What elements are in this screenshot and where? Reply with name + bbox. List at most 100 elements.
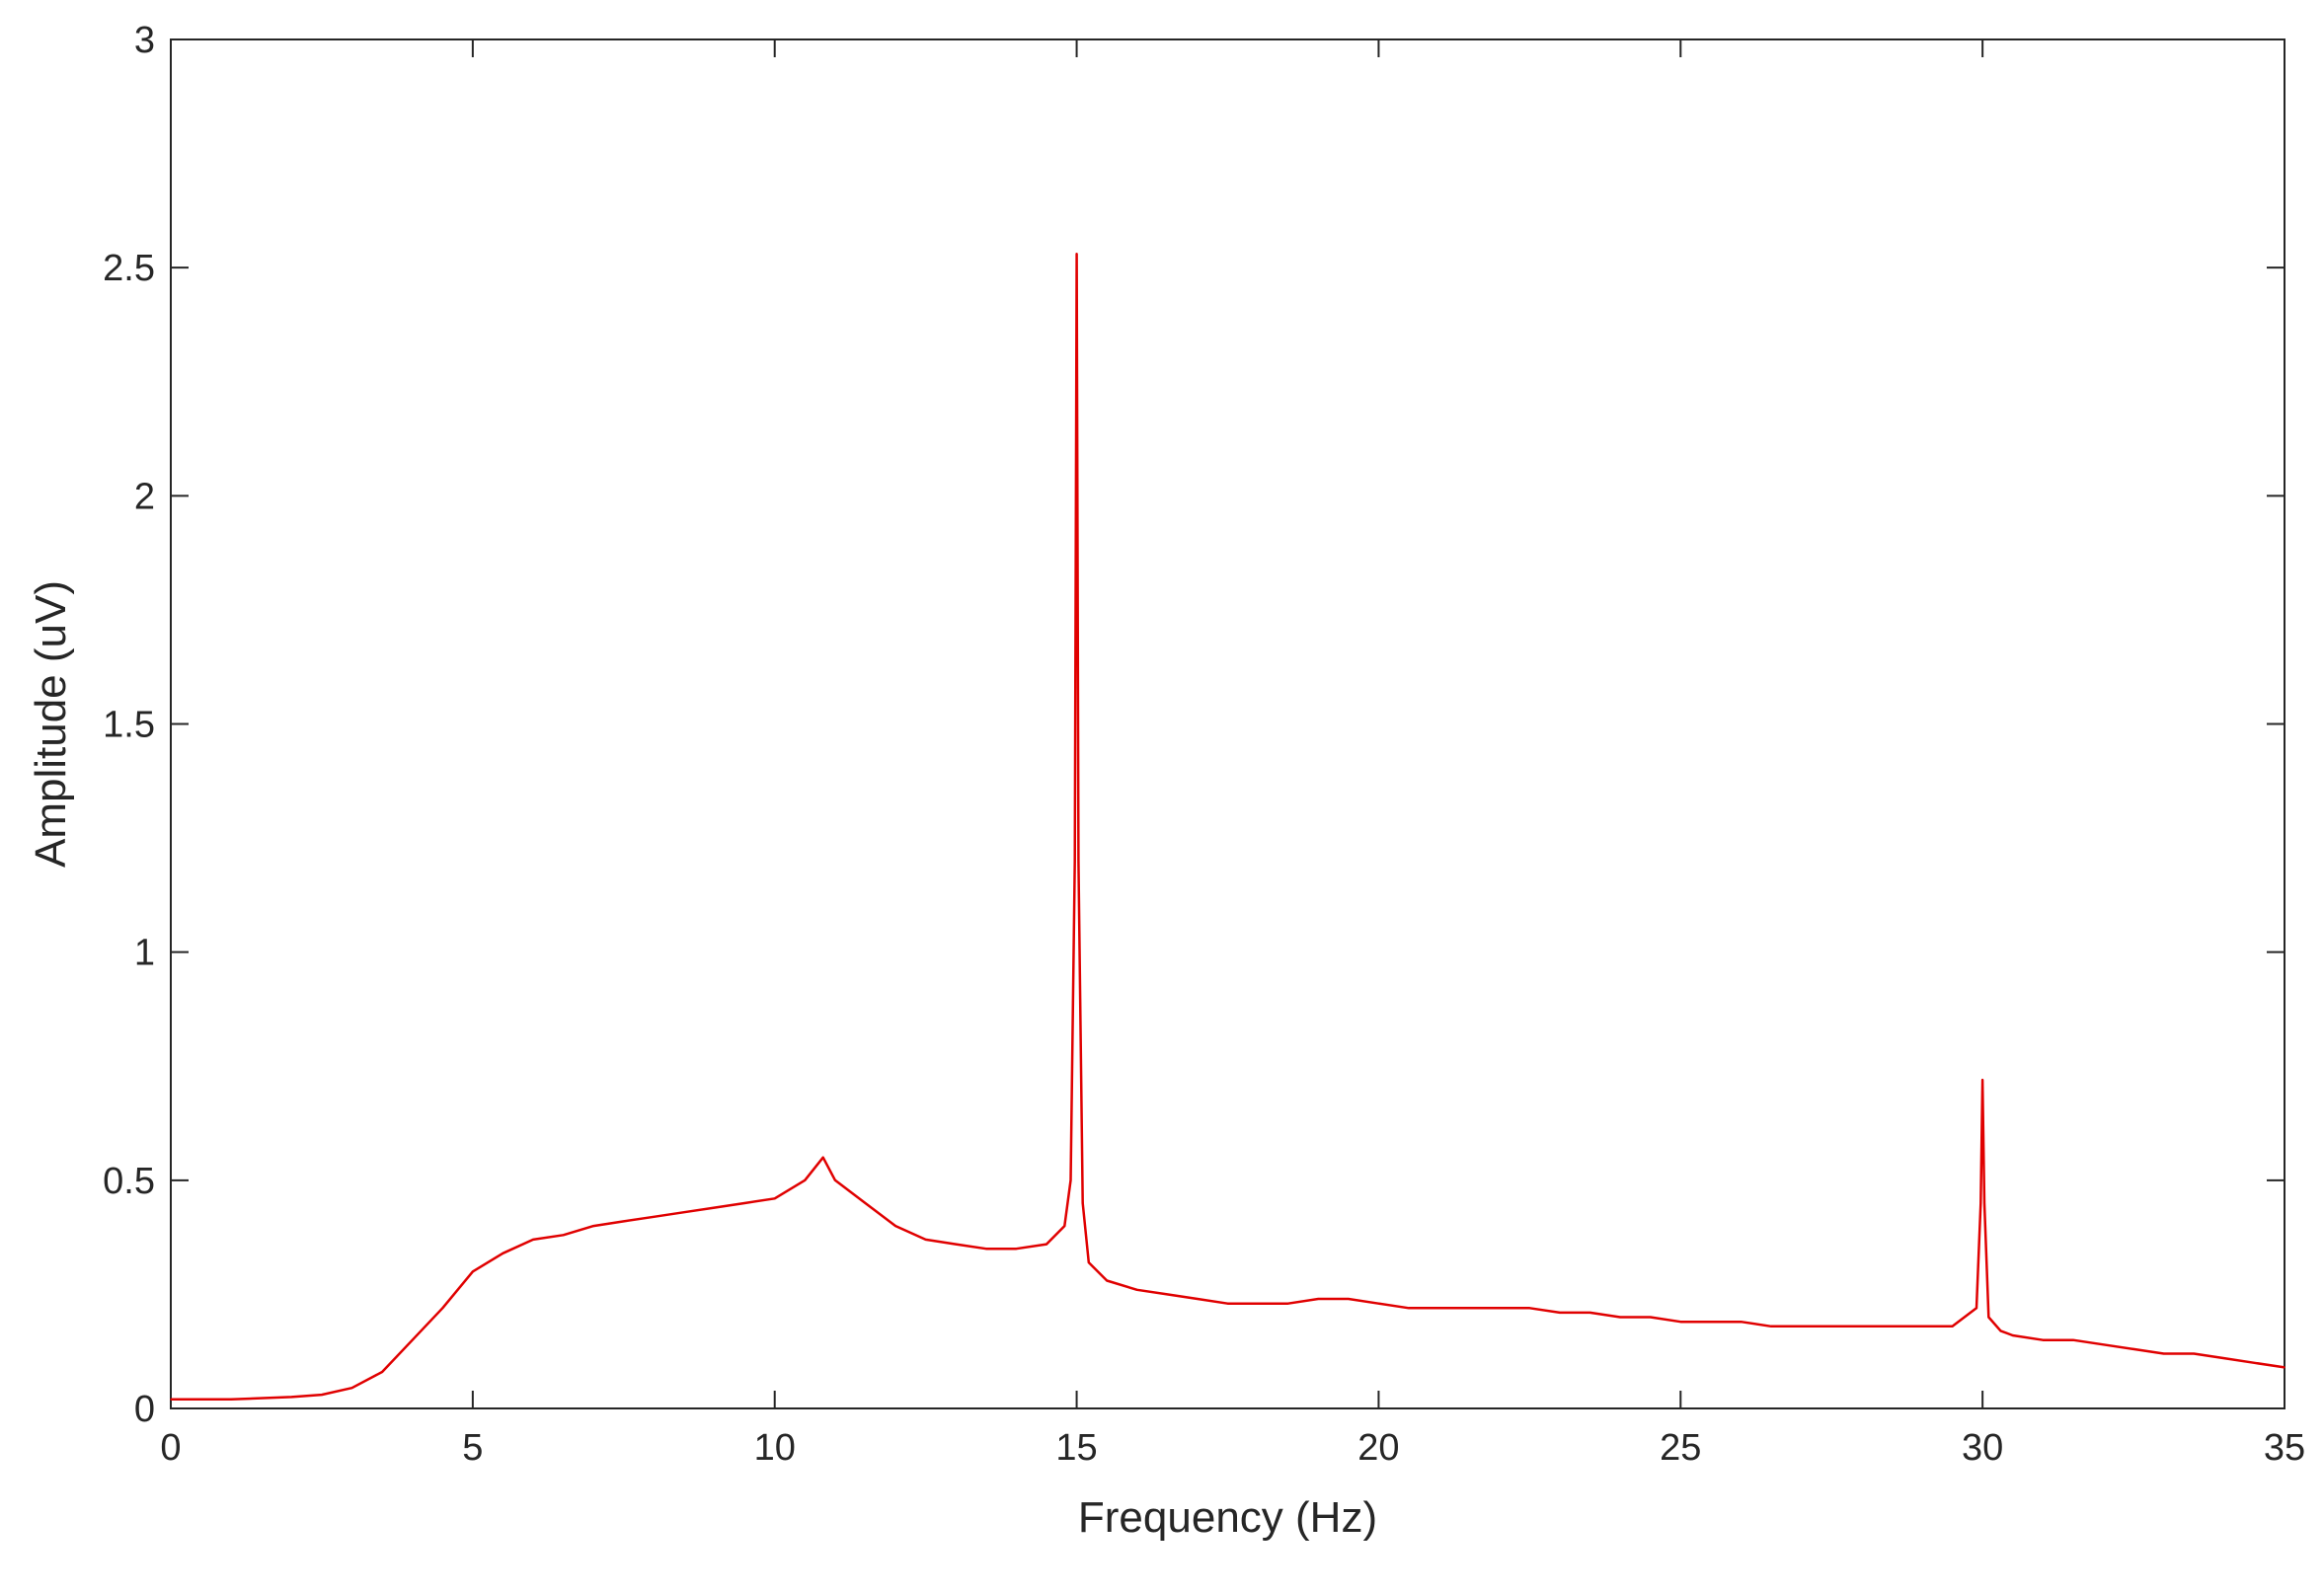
data-point [1377, 1302, 1380, 1305]
data-point [1891, 1326, 1894, 1328]
data-point [1981, 1079, 1983, 1081]
data-point [2162, 1352, 2165, 1355]
data-point [381, 1371, 383, 1373]
data-point [894, 1225, 896, 1227]
data-point [1081, 1202, 1084, 1204]
data-point [2284, 1366, 2285, 1369]
data-point [2072, 1338, 2074, 1341]
y-tick-label: 3 [134, 20, 155, 61]
data-point [170, 1399, 172, 1401]
x-tick-label: 5 [462, 1427, 483, 1469]
data-point [1088, 1261, 1090, 1263]
data-point [321, 1394, 323, 1396]
data-point [592, 1225, 594, 1227]
data-point [1983, 1202, 1985, 1204]
data-point [2223, 1357, 2225, 1359]
data-point [290, 1396, 293, 1399]
data-point [653, 1216, 656, 1218]
data-point [713, 1206, 716, 1209]
data-point [773, 1197, 776, 1200]
data-point [1559, 1312, 1561, 1314]
data-point [1830, 1326, 1832, 1328]
x-tick-label: 0 [160, 1427, 181, 1469]
x-tick-label: 35 [2264, 1427, 2305, 1469]
data-point [532, 1239, 534, 1241]
data-point [623, 1220, 625, 1223]
x-tick-label: 20 [1357, 1427, 1399, 1469]
y-tick-label: 0 [134, 1389, 155, 1430]
tick-labels: 0 5 10 15 20 25 30 35 0 0.5 1 1.5 2 2.5 3 [103, 20, 2305, 1469]
data-point [1499, 1307, 1501, 1310]
data-point [1197, 1298, 1199, 1300]
data-point [1408, 1307, 1410, 1310]
data-point [1588, 1312, 1591, 1314]
data-point [1468, 1307, 1470, 1310]
data-point [1226, 1302, 1229, 1305]
data-point [230, 1399, 232, 1401]
data-point [1257, 1302, 1259, 1305]
data-point [1975, 1307, 1977, 1310]
axis-ticks [170, 38, 2285, 1409]
data-point [2102, 1343, 2105, 1346]
y-tick-label: 2.5 [103, 248, 155, 289]
data-point [1286, 1302, 1289, 1305]
data-point [2193, 1352, 2195, 1355]
data-point [1046, 1243, 1047, 1246]
data-point [1069, 1179, 1072, 1181]
data-point [1921, 1326, 1923, 1328]
data-point [955, 1243, 957, 1246]
data-point [1077, 860, 1080, 862]
data-point [1437, 1307, 1440, 1310]
series-layer [170, 253, 2285, 1402]
x-tick-label: 25 [1660, 1427, 1701, 1469]
data-point [1348, 1298, 1350, 1300]
data-point [1528, 1307, 1531, 1310]
data-point [821, 1156, 824, 1159]
data-point [924, 1239, 927, 1241]
data-point [1770, 1326, 1772, 1328]
data-point [1135, 1289, 1138, 1291]
data-point [1073, 860, 1076, 862]
y-axis-label: Amplitude (uV) [27, 580, 75, 868]
data-point [1987, 1316, 1990, 1319]
x-tick-label: 15 [1055, 1427, 1097, 1469]
y-tick-label: 0.5 [103, 1161, 155, 1202]
x-axis-label: Frequency (Hz) [1078, 1493, 1377, 1542]
data-point [350, 1387, 353, 1389]
data-point [1015, 1248, 1018, 1250]
y-tick-label: 2 [134, 476, 155, 517]
data-point [1075, 253, 1078, 256]
data-point [472, 1270, 474, 1273]
data-point [2132, 1348, 2134, 1350]
data-point [411, 1338, 414, 1341]
data-point [985, 1248, 987, 1250]
data-point [834, 1179, 836, 1181]
data-point [1800, 1326, 1803, 1328]
data-point [683, 1211, 685, 1213]
x-tick-label: 30 [1962, 1427, 2003, 1469]
data-point [1999, 1329, 2002, 1332]
y-tick-label: 1.5 [103, 705, 155, 746]
data-point [1710, 1321, 1712, 1323]
data-point [804, 1179, 807, 1181]
data-point [1979, 1202, 1982, 1204]
data-point [502, 1252, 504, 1254]
data-point [441, 1307, 444, 1310]
x-tick-label: 10 [754, 1427, 796, 1469]
data-point [1619, 1316, 1621, 1319]
y-tick-label: 1 [134, 933, 155, 974]
data-point [1951, 1326, 1954, 1328]
data-point [2042, 1338, 2045, 1341]
data-point [1740, 1321, 1743, 1323]
data-point [2253, 1362, 2256, 1364]
data-point [1063, 1225, 1066, 1227]
data-point [743, 1202, 745, 1204]
data-point [1679, 1321, 1682, 1323]
data-point [1106, 1279, 1108, 1282]
data-point [1166, 1293, 1169, 1296]
data-point [1317, 1298, 1320, 1300]
data-point [1861, 1326, 1863, 1328]
data-point [864, 1202, 867, 1204]
